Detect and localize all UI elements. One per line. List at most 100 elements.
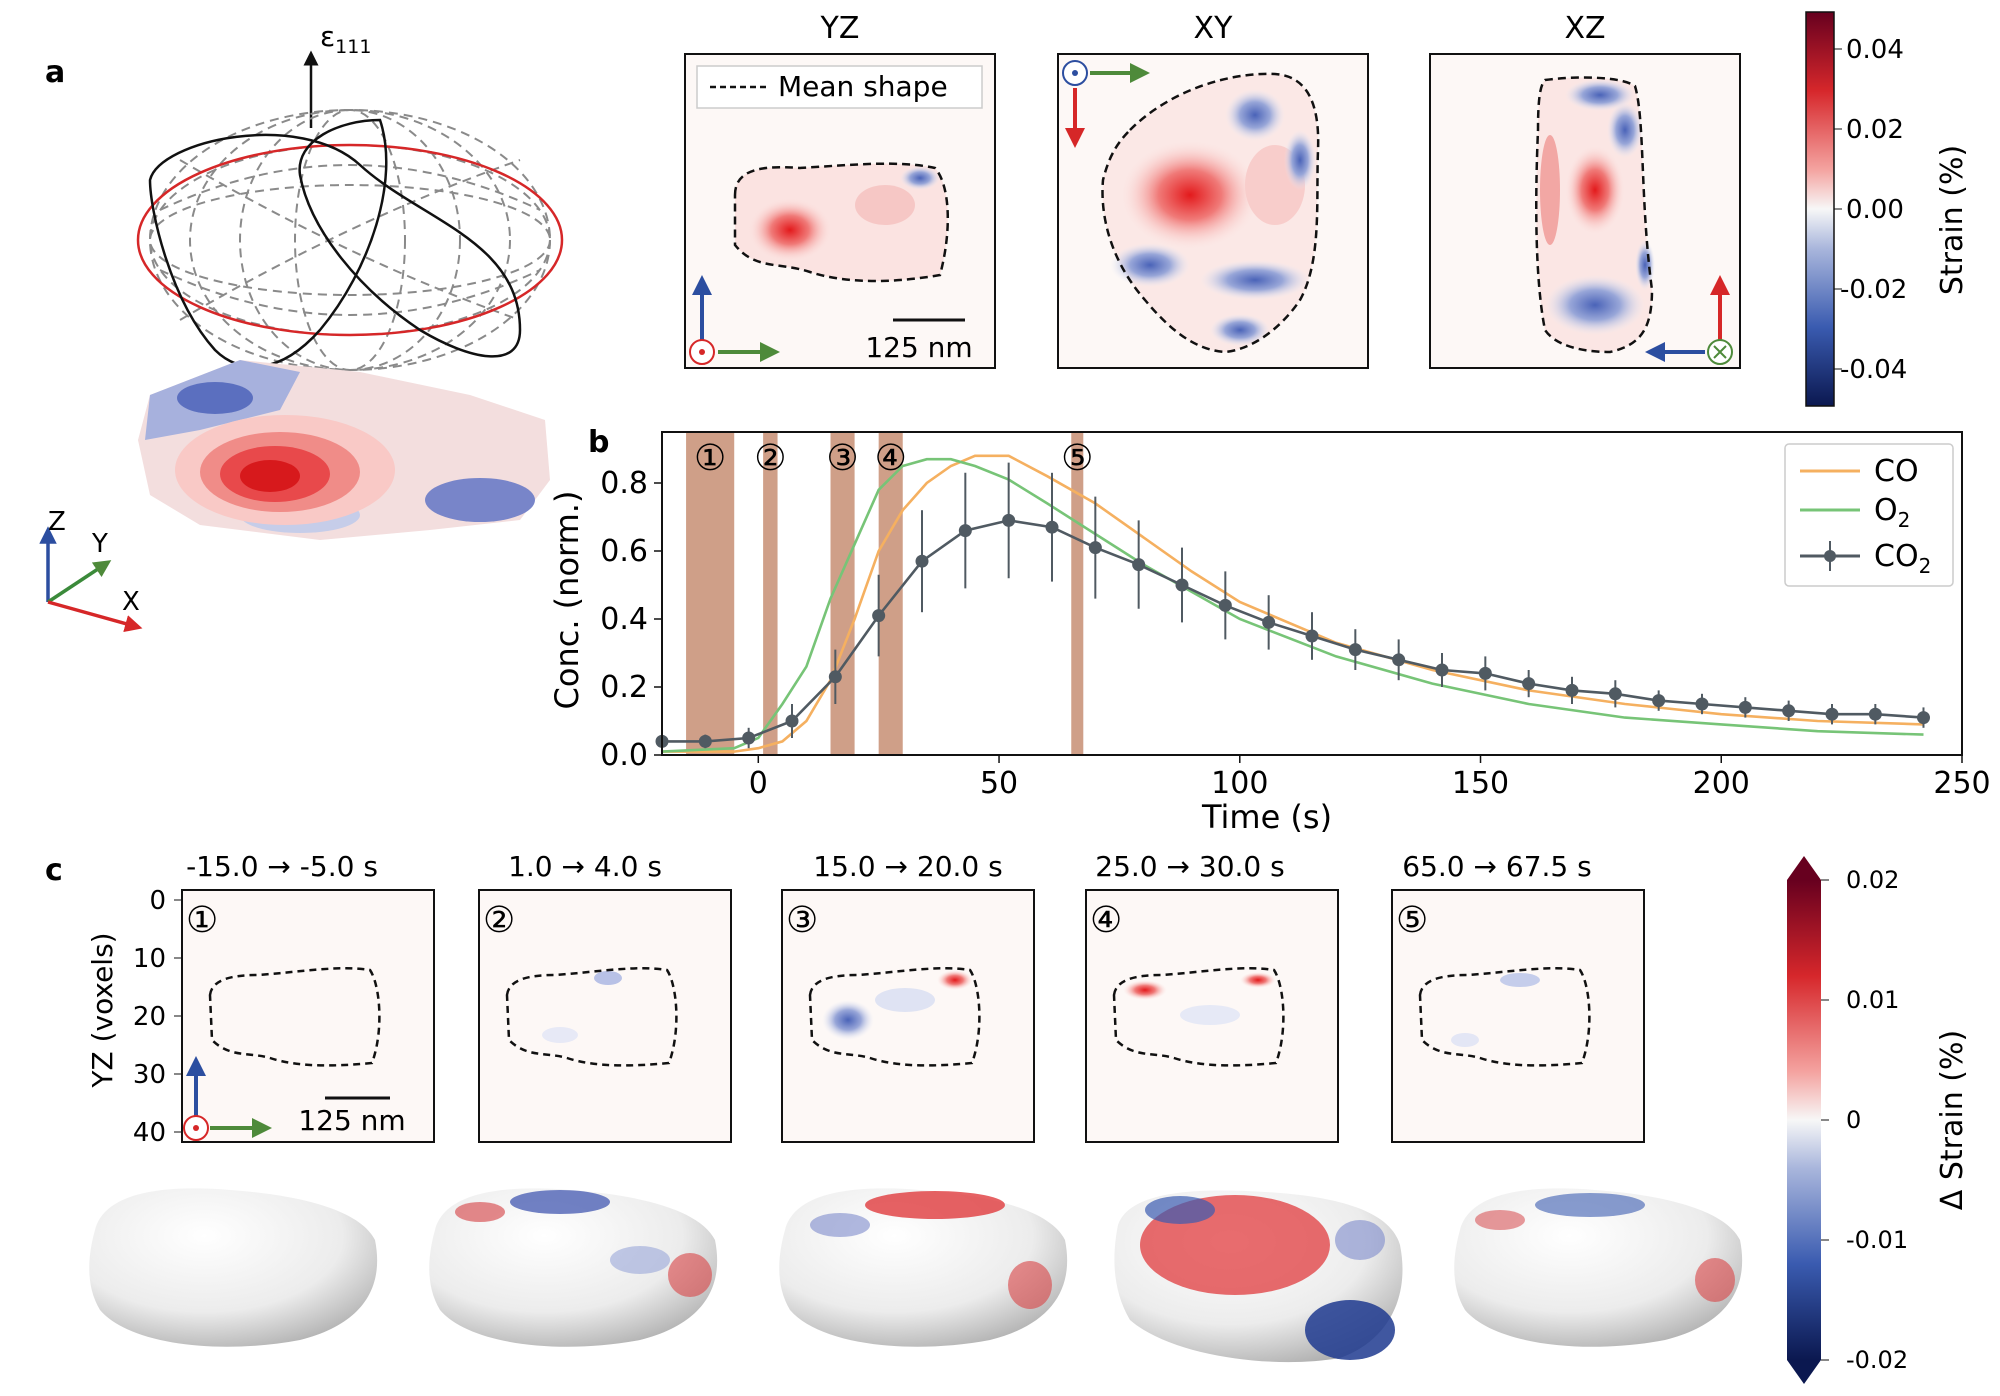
delta-tick-5: -0.02 xyxy=(1846,1346,1908,1374)
co2-point xyxy=(1608,687,1622,701)
yz-tick-30: 30 xyxy=(133,1060,166,1090)
event-band-4 xyxy=(878,432,903,755)
co2-point xyxy=(1218,598,1232,612)
co2-point xyxy=(1522,677,1536,691)
event-band-1 xyxy=(686,432,735,755)
scalebar-c-label: 125 nm xyxy=(298,1104,405,1137)
view-xy: XY xyxy=(1057,11,1369,369)
panel-b-label: b xyxy=(588,425,609,460)
delta-strain-colorbar: 0.02 0.01 0 -0.01 -0.02 Δ Strain (%) xyxy=(1787,856,1970,1384)
co2-point xyxy=(1782,704,1796,718)
delta-tick-1: 0.02 xyxy=(1846,866,1899,894)
y-tick-label: 0.8 xyxy=(600,466,648,501)
y-arrow xyxy=(47,560,112,604)
view-yz-title: YZ xyxy=(820,11,860,46)
z-label: Z xyxy=(48,507,66,537)
slice-4: 25.0 → 30.0 s ④ xyxy=(1085,850,1339,1143)
y-label: Y xyxy=(91,529,108,559)
yz-tick-0: 0 xyxy=(149,886,166,916)
slice-5: 65.0 → 67.5 s ⑤ xyxy=(1391,850,1645,1143)
co2-point xyxy=(1652,694,1666,708)
y-tick-label: 0.6 xyxy=(600,534,648,569)
slice-5-marker: ⑤ xyxy=(1396,900,1428,941)
event-band-5 xyxy=(1071,432,1084,755)
render-4 xyxy=(1114,1190,1403,1363)
legend-o2-label: O2 xyxy=(1874,493,1910,532)
view-xz: XZ xyxy=(1429,11,1741,369)
render-1 xyxy=(89,1188,378,1347)
co2-point xyxy=(1565,683,1579,697)
x-axis-label: Time (s) xyxy=(1201,798,1332,836)
strain-axis-label: ε111 xyxy=(320,20,371,58)
strain-tick-3: 0.00 xyxy=(1846,195,1904,225)
view-yz: YZ Mean shape 125 nm xyxy=(684,11,996,369)
panel-c: c YZ (voxels) 0 10 20 30 40 -15.0 → -5.0… xyxy=(45,850,1970,1384)
yz-tick-40: 40 xyxy=(133,1118,166,1148)
co2-point xyxy=(1002,513,1016,527)
delta-tick-2: 0.01 xyxy=(1846,986,1899,1014)
strain-colorbar: 0.04 0.02 0.00 -0.02 -0.04 Strain (%) xyxy=(1805,11,1970,407)
panel-c-ylabel: YZ (voxels) xyxy=(86,932,119,1088)
chart-legend: CO O2 CO2 xyxy=(1784,443,1954,587)
co2-point xyxy=(872,609,886,623)
event-band-label-5: ⑤ xyxy=(1061,438,1093,479)
panel-a-label: a xyxy=(45,55,65,90)
co2-point xyxy=(958,524,972,538)
delta-tick-4: -0.01 xyxy=(1846,1226,1908,1254)
view-xz-title: XZ xyxy=(1564,11,1605,46)
co2-points xyxy=(655,462,1930,749)
co2-point xyxy=(1868,707,1882,721)
co2-point xyxy=(915,554,929,568)
legend-co-label: CO xyxy=(1874,454,1919,489)
co2-point xyxy=(1435,663,1449,677)
principal-loop xyxy=(148,118,522,369)
slice-1-range: -15.0 → -5.0 s xyxy=(186,850,378,883)
slice-2: 1.0 → 4.0 s ② xyxy=(478,850,732,1143)
wireframe-ellipsoid xyxy=(149,109,551,371)
x-arrow xyxy=(47,600,143,633)
y-axis-label: Conc. (norm.) xyxy=(548,491,586,710)
co2-point xyxy=(1262,615,1276,629)
strain-tick-2: 0.02 xyxy=(1846,115,1904,145)
co2-point xyxy=(1392,653,1406,667)
co2-point xyxy=(1916,711,1930,725)
view-xy-title: XY xyxy=(1194,11,1234,46)
series-co2-line xyxy=(662,519,1924,743)
x-tick-label: 0 xyxy=(749,766,768,801)
co2-point xyxy=(1695,697,1709,711)
x-tick-label: 200 xyxy=(1693,766,1750,801)
scalebar-a-label: 125 nm xyxy=(865,331,972,364)
co2-point xyxy=(1738,700,1752,714)
render-5 xyxy=(1454,1188,1743,1347)
x-ticks: 0 50 100 150 200 250 xyxy=(749,755,1991,801)
event-band-label-3: ③ xyxy=(826,438,858,479)
slice-5-range: 65.0 → 67.5 s xyxy=(1402,850,1591,883)
strain-tick-5: -0.04 xyxy=(1840,355,1907,385)
slice-1: -15.0 → -5.0 s ① 125 nm xyxy=(181,850,435,1143)
co2-point xyxy=(1305,629,1319,643)
co2-point xyxy=(1132,558,1146,572)
slice-3-range: 15.0 → 20.0 s xyxy=(813,850,1002,883)
slice-3-marker: ③ xyxy=(786,900,818,941)
strain-colorbar-label: Strain (%) xyxy=(1935,145,1970,295)
event-band-2 xyxy=(763,432,778,755)
render-2 xyxy=(429,1188,718,1347)
co2-point xyxy=(828,670,842,684)
event-band-label-4: ④ xyxy=(875,438,907,479)
yz-tick-10: 10 xyxy=(133,944,166,974)
chart-frame xyxy=(661,431,1963,756)
panel-c-label: c xyxy=(45,853,63,888)
co2-point xyxy=(698,734,712,748)
slice-4-range: 25.0 → 30.0 s xyxy=(1095,850,1284,883)
x-tick-label: 150 xyxy=(1452,766,1509,801)
event-band-label-2: ② xyxy=(754,438,786,479)
xyz-triad: Z Y X xyxy=(39,507,143,633)
y-tick-label: 0.2 xyxy=(600,670,648,705)
co2-point xyxy=(1175,578,1189,592)
strain-slab xyxy=(138,360,550,540)
co2-point xyxy=(1348,643,1362,657)
co2-point xyxy=(1045,520,1059,534)
